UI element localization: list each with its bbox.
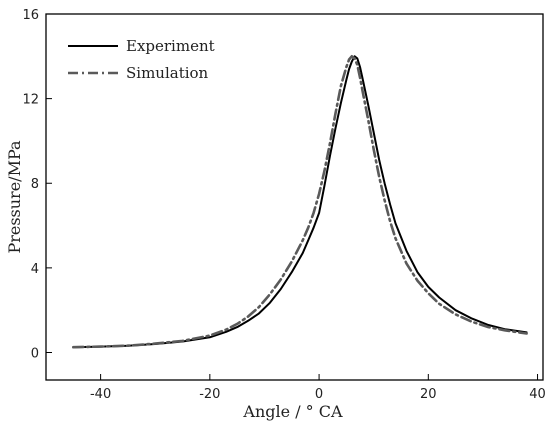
legend-label: Simulation [126,64,209,82]
y-tick-label: 8 [31,177,39,192]
legend-label: Experiment [126,37,215,55]
ticks-layer: -40 -20 0 20 40 0 4 8 12 16 [22,8,545,402]
legend: Experiment Simulation [68,37,215,82]
series-layer [72,54,528,349]
x-axis-label: Angle / ° CA [242,402,343,421]
x-tick-label: 0 [315,387,323,402]
y-tick-label: 16 [22,8,39,23]
x-tick-label: 40 [529,387,546,402]
y-tick-label: 4 [31,262,39,277]
x-tick-label: -20 [199,387,220,402]
plot-frame [45,13,544,381]
series-line-simulation [72,54,528,349]
x-tick-label: 20 [420,387,437,402]
y-axis-label: Pressure/MPa [5,140,24,254]
y-tick-label: 12 [22,93,39,108]
x-tick-label: -40 [90,387,111,402]
series-line-experiment [72,55,528,349]
y-tick-label: 0 [31,346,39,361]
